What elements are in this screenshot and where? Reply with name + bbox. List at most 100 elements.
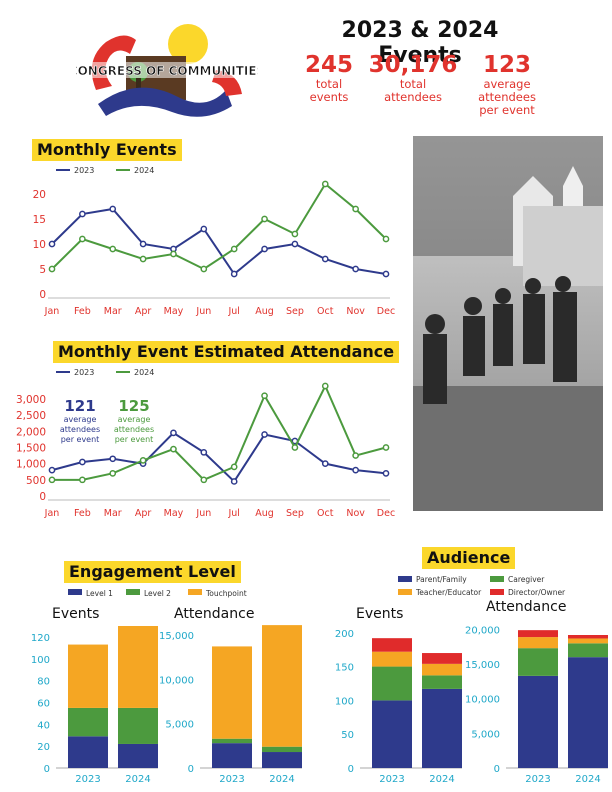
data-point-2024 bbox=[291, 444, 299, 451]
data-point-2024 bbox=[109, 245, 117, 253]
avg-2024-value: 125 bbox=[118, 397, 150, 415]
data-point-2023 bbox=[79, 458, 86, 466]
bar-segment-caregiver bbox=[372, 666, 412, 701]
stat-average-attendees: 123 average attendees per event bbox=[470, 52, 544, 117]
legend-swatch bbox=[490, 589, 504, 595]
legend-swatch bbox=[188, 589, 202, 595]
legend-label-2023: 2023 bbox=[74, 368, 94, 377]
data-point-2024 bbox=[200, 265, 208, 273]
x-tick-label: 2023 bbox=[219, 774, 244, 785]
data-point-2023 bbox=[261, 431, 268, 438]
stat-label-line: total bbox=[315, 77, 343, 91]
data-point-2024 bbox=[170, 445, 177, 453]
monthly-events-title: Monthly Events bbox=[32, 139, 182, 161]
legend-swatch bbox=[68, 589, 82, 595]
data-point-2023 bbox=[382, 470, 390, 477]
y-tick-label: 10,000 bbox=[159, 675, 194, 686]
x-tick-label: Sep bbox=[286, 508, 304, 519]
data-point-2024 bbox=[79, 235, 86, 243]
stat-label-line: attendees bbox=[384, 90, 442, 104]
data-point-2023 bbox=[261, 245, 268, 253]
bar-segment-teacher-educator bbox=[372, 651, 412, 667]
y-tick-label: 100 bbox=[31, 655, 50, 666]
data-point-2023 bbox=[48, 466, 56, 474]
stat-value: 30,176 bbox=[368, 52, 458, 78]
bar-segment-parent-family bbox=[518, 675, 558, 768]
data-point-2023 bbox=[200, 448, 208, 456]
x-tick-label: Jan bbox=[44, 508, 60, 519]
x-tick-label: Oct bbox=[317, 508, 334, 519]
legend-label-2024: 2024 bbox=[134, 166, 154, 175]
x-tick-label: Mar bbox=[104, 306, 122, 317]
engagement-legend: Level 1 Level 2 Touchpoint bbox=[68, 589, 247, 598]
y-tick-label: 1,500 bbox=[16, 442, 46, 454]
x-tick-label: Dec bbox=[377, 508, 395, 519]
avg-2023-line: attendees bbox=[59, 425, 101, 434]
data-point-2024 bbox=[382, 235, 390, 243]
avg-2024-callout: 125 average attendees per event bbox=[106, 398, 162, 445]
photo-icon bbox=[413, 136, 603, 511]
y-tick-label: 150 bbox=[335, 663, 354, 674]
audience-events-subtitle: Events bbox=[356, 606, 404, 622]
y-tick-label: 2,000 bbox=[16, 426, 46, 438]
bar-segment-parent-family bbox=[372, 700, 412, 768]
audience-title: Audience bbox=[422, 547, 516, 569]
series-line-2024 bbox=[52, 383, 387, 482]
y-tick-label: 2,500 bbox=[16, 410, 46, 422]
x-tick-label: Dec bbox=[377, 306, 395, 317]
y-tick-label: 0 bbox=[188, 764, 194, 775]
x-tick-label: 2023 bbox=[75, 774, 100, 785]
legend-label: Parent/Family bbox=[416, 575, 467, 584]
avg-2024-line: attendees bbox=[113, 425, 155, 434]
data-point-2023 bbox=[321, 460, 329, 467]
y-tick-label: 5,000 bbox=[471, 729, 500, 740]
y-tick-label: 100 bbox=[335, 696, 354, 707]
data-point-2023 bbox=[79, 210, 86, 218]
x-tick-label: Nov bbox=[346, 306, 365, 317]
y-tick-label: 0 bbox=[348, 764, 354, 775]
data-point-2024 bbox=[109, 470, 117, 477]
x-tick-label: Jan bbox=[44, 306, 60, 317]
x-tick-label: Sep bbox=[286, 306, 304, 317]
stat-total-attendees: 30,176 total attendees bbox=[366, 52, 460, 104]
x-tick-label: Aug bbox=[255, 508, 274, 519]
legend-label: Touchpoint bbox=[205, 589, 247, 598]
bar-segment-caregiver bbox=[568, 643, 608, 658]
bar-segment-level-2 bbox=[212, 738, 252, 744]
y-tick-label: 40 bbox=[37, 720, 50, 731]
x-tick-label: May bbox=[164, 306, 184, 317]
y-tick-label: 120 bbox=[31, 633, 50, 644]
y-tick-label: 10,000 bbox=[465, 695, 500, 706]
data-point-2023 bbox=[109, 455, 117, 463]
audience-attendance-subtitle: Attendance bbox=[486, 599, 567, 615]
data-point-2024 bbox=[230, 245, 238, 253]
data-point-2024 bbox=[48, 265, 56, 273]
x-tick-label: 2024 bbox=[575, 774, 600, 785]
x-tick-label: 2024 bbox=[125, 774, 150, 785]
data-point-2023 bbox=[382, 270, 390, 278]
x-tick-label: Nov bbox=[346, 508, 365, 519]
data-point-2024 bbox=[48, 476, 56, 484]
y-tick-label: 200 bbox=[335, 629, 354, 640]
y-tick-label: 20,000 bbox=[465, 625, 500, 636]
bar-segment-touchpoint bbox=[212, 646, 252, 739]
stat-value: 123 bbox=[482, 52, 531, 78]
x-tick-label: Jun bbox=[195, 508, 211, 519]
data-point-2024 bbox=[352, 205, 359, 213]
bar-segment-caregiver bbox=[518, 648, 558, 676]
bar-segment-level-2 bbox=[262, 746, 302, 753]
logo: CONGRESS OF COMMUNITIES bbox=[68, 20, 266, 118]
stat-label-line: per event bbox=[479, 103, 535, 117]
stat-total-events: 245 total events bbox=[298, 52, 360, 104]
audience-attendance-chart: 0 5,000 10,000 15,000 20,000 2023 2024 bbox=[465, 625, 608, 785]
stat-label-line: total bbox=[399, 77, 427, 91]
data-point-2024 bbox=[170, 250, 177, 258]
bar-segment-director-owner bbox=[422, 653, 462, 664]
y-tick-label: 80 bbox=[37, 677, 50, 688]
data-point-2023 bbox=[109, 205, 117, 213]
bar-segment-touchpoint bbox=[68, 644, 108, 708]
x-tick-label: Mar bbox=[104, 508, 122, 519]
stat-label-line: events bbox=[309, 90, 349, 104]
y-tick-label: 0 bbox=[494, 764, 500, 775]
legend-label-2024: 2024 bbox=[134, 368, 154, 377]
